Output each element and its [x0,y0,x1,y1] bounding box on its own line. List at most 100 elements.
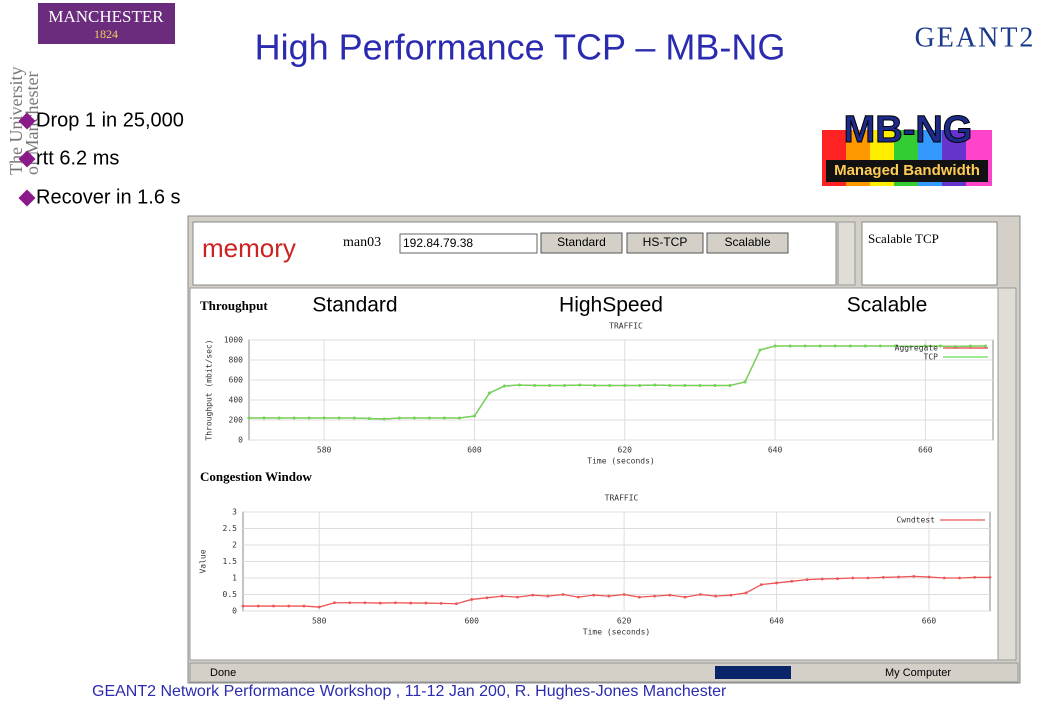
point-marker [743,380,747,384]
point-marker [958,576,961,580]
point-marker [561,593,565,596]
point-marker [668,384,672,387]
select-panel [861,221,998,286]
point-marker [578,383,582,387]
button-label: Standard [557,235,606,249]
point-marker [775,581,778,585]
point-marker [363,601,367,605]
point-marker [458,416,461,420]
status-text: Done [210,667,236,679]
point-marker [758,348,762,352]
side-text: The University [6,67,26,175]
point-marker [473,414,476,418]
point-marker [262,416,266,420]
point-marker [302,604,306,608]
point-marker [518,383,521,387]
point-marker [287,604,291,608]
scrollbar[interactable] [837,221,856,286]
point-marker [378,601,382,605]
data-line [243,575,990,608]
button-label: Scalable [724,235,770,249]
point-marker [352,416,356,420]
badge-sub-box [826,160,988,182]
point-marker [805,578,809,582]
point-marker [788,344,792,348]
slide-title: High Performance TCP – MB-NG [255,27,786,68]
point-marker [881,575,885,579]
point-marker [893,344,897,348]
phase-labels: Standard HighSpeed Scalable [312,294,927,317]
point-marker [333,601,336,605]
point-marker [773,344,777,348]
point-marker [439,602,443,605]
point-marker [938,344,942,348]
button-label: HS-TCP [643,235,688,249]
x-axis-label: Time (seconds) [583,628,650,637]
point-marker [973,575,977,579]
point-marker [367,417,371,420]
point-marker [863,344,867,348]
badge-title: MB-NG [844,109,973,151]
point-marker [317,605,321,609]
point-marker [728,384,732,387]
button[interactable] [706,232,789,254]
point-marker [820,577,824,581]
point-marker [866,576,870,580]
badge: MB-NG Managed Bandwidth [822,109,992,186]
bullet-marker [18,112,36,130]
point-marker [683,595,687,599]
point-marker [848,344,852,348]
y-tick-label: 1 [232,574,237,583]
point-marker [322,416,326,420]
point-marker [833,344,837,348]
x-axis-label: Time (seconds) [587,457,654,466]
point-marker [394,601,397,605]
point-marker [988,575,992,579]
y-tick-label: 0 [232,607,237,616]
x-tick-label: 660 [922,617,937,626]
y-tick-label: 0.5 [223,590,238,599]
scrollbar[interactable] [997,287,1017,661]
logo-year: 1824 [94,27,118,41]
point-marker [470,598,474,601]
legend-label: Cwndtest [896,516,935,525]
point-marker [516,595,519,599]
point-marker [548,384,552,387]
button[interactable] [540,232,623,254]
host-value: 192.84.79.38 [403,236,473,250]
x-tick-label: 620 [617,617,632,626]
point-marker [241,604,245,608]
host-input[interactable] [399,233,538,254]
point-marker [698,384,702,387]
point-marker [908,345,912,348]
selected-item[interactable]: Scalable TCP [868,231,939,246]
chart-title: TRAFFIC [609,322,643,331]
point-marker [623,384,627,387]
point-marker [954,345,957,348]
point-marker [337,416,341,420]
point-marker [790,579,794,583]
point-marker [455,602,458,606]
button[interactable] [626,232,704,254]
x-tick-label: 640 [769,617,784,626]
point-marker [638,384,642,387]
zone-text: My Computer [885,667,951,679]
point-marker [836,577,839,581]
point-marker [653,594,657,598]
point-marker [256,604,260,608]
point-marker [714,594,717,598]
point-marker [923,344,927,348]
point-marker [969,344,972,348]
y-tick-label: 2 [232,541,237,550]
y-tick-label: 3 [232,508,237,517]
bullet-text: Recover in 1.6 s [36,186,181,208]
point-marker [593,384,597,387]
point-marker [668,593,672,597]
badge-subtitle: Managed Bandwidth [834,162,980,179]
bullet-text: rtt 6.2 ms [36,147,119,169]
point-marker [531,593,535,597]
footer: GEANT2 Network Performance Workshop , 11… [92,683,727,700]
data-line [249,345,986,420]
logo-text: MANCHESTER [48,7,164,26]
